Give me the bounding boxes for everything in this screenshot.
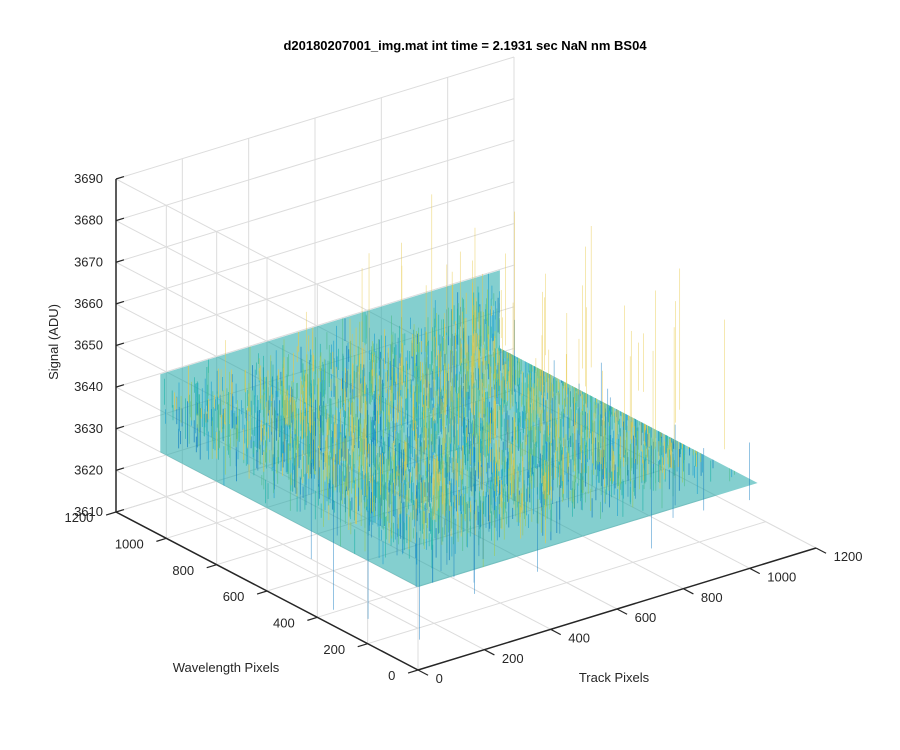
y-tick-label: 1000 bbox=[115, 536, 144, 551]
x-tick bbox=[683, 588, 694, 595]
x-tick-label: 600 bbox=[635, 610, 657, 625]
grid-line bbox=[115, 98, 515, 222]
x-tick bbox=[815, 547, 827, 554]
z-tick-label: 3660 bbox=[74, 296, 103, 311]
noise-surface bbox=[160, 194, 758, 640]
x-axis-title: Track Pixels bbox=[579, 670, 650, 685]
z-tick bbox=[115, 425, 125, 430]
z-tick-label: 3620 bbox=[74, 462, 103, 477]
y-tick bbox=[407, 669, 419, 674]
z-tick bbox=[115, 300, 125, 305]
axes bbox=[105, 175, 827, 676]
y-tick-label: 600 bbox=[223, 589, 245, 604]
z-tick bbox=[115, 384, 125, 388]
chart-title: d20180207001_img.mat int time = 2.1931 s… bbox=[283, 38, 647, 53]
surface-spikes bbox=[220, 194, 750, 640]
y-tick-label: 200 bbox=[323, 642, 345, 657]
tick-labels: 0 200 400 600 800 1000 1200 0 200 400 600 800 1000 12… bbox=[64, 171, 862, 686]
z-axis-title: Signal (ADU) bbox=[46, 304, 61, 380]
z-tick-label: 3630 bbox=[74, 421, 103, 436]
x-tick-label: 800 bbox=[701, 590, 723, 605]
z-tick bbox=[115, 259, 125, 263]
grid-line bbox=[115, 139, 515, 263]
x-tick-label: 0 bbox=[436, 671, 443, 686]
grid-line bbox=[115, 264, 515, 388]
z-tick bbox=[115, 467, 125, 471]
x-tick-label: 400 bbox=[568, 630, 590, 645]
x-tick bbox=[417, 669, 429, 676]
grid-line bbox=[367, 521, 766, 645]
x-tick-label: 200 bbox=[502, 651, 524, 666]
z-tick-label: 3670 bbox=[74, 254, 103, 269]
y-tick bbox=[307, 616, 318, 621]
y-tick bbox=[256, 590, 268, 595]
y-tick bbox=[206, 564, 217, 569]
y-tick bbox=[357, 643, 368, 648]
grid-line bbox=[115, 56, 515, 180]
z-tick-label: 3610 bbox=[74, 504, 103, 519]
x-tick-label: 1000 bbox=[767, 569, 796, 584]
y-tick bbox=[105, 511, 117, 516]
z-tick-label: 3640 bbox=[74, 379, 103, 394]
y-axis-title: Wavelength Pixels bbox=[173, 660, 280, 675]
x-tick bbox=[749, 567, 761, 575]
y-tick bbox=[156, 537, 167, 542]
x-tick bbox=[616, 608, 628, 615]
z-tick bbox=[115, 342, 125, 347]
z-tick bbox=[115, 508, 125, 513]
x-tick-label: 1200 bbox=[834, 549, 863, 564]
x-tick bbox=[484, 649, 495, 656]
z-tick-label: 3680 bbox=[74, 213, 103, 228]
z-tick-label: 3650 bbox=[74, 338, 103, 353]
x-tick bbox=[550, 628, 562, 636]
z-tick bbox=[115, 175, 125, 180]
grid-line bbox=[115, 223, 515, 346]
y-tick-label: 400 bbox=[273, 615, 295, 630]
grid-line bbox=[115, 181, 515, 305]
y-tick-label: 1200 bbox=[64, 510, 93, 525]
z-tick bbox=[115, 217, 125, 222]
y-tick-label: 800 bbox=[172, 563, 194, 578]
z-tick-label: 3690 bbox=[74, 171, 103, 186]
y-tick-label: 0 bbox=[388, 668, 395, 683]
